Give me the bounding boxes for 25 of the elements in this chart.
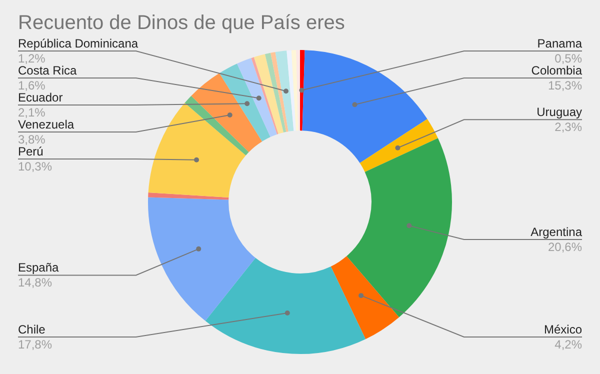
slice-label: Ecuador (18, 90, 63, 104)
slice-label: Colombia (531, 63, 582, 78)
data-label: 2,1% (18, 105, 46, 120)
slice-label: México (544, 322, 582, 336)
data-label: 15,3% (548, 78, 582, 92)
data-label: 1,2% (18, 51, 46, 66)
slice-label: Chile (18, 322, 46, 336)
data-label: 2,3% (554, 120, 582, 134)
data-label: 3,8% (18, 132, 46, 146)
data-label: 17,8% (18, 337, 52, 352)
slice-label: Panama (537, 36, 582, 50)
data-label: 14,8% (18, 276, 52, 290)
slice-label: Uruguay (536, 104, 582, 119)
chart-title: Recuento de Dinos de que País eres (18, 12, 345, 35)
data-label: 20,6% (548, 240, 582, 254)
slice-label: Costa Rica (18, 63, 78, 78)
data-label: 1,6% (18, 78, 46, 92)
slice-label: Perú (18, 144, 44, 158)
slice-label: Venezuela (18, 117, 74, 132)
slice-label: España (18, 260, 60, 275)
data-label: 0,5% (554, 51, 582, 66)
slice-label: República Dominicana (18, 36, 138, 50)
slice-label: Argentina (530, 224, 582, 239)
data-label: 4,2% (554, 337, 582, 352)
data-label: 10,3% (18, 159, 52, 174)
